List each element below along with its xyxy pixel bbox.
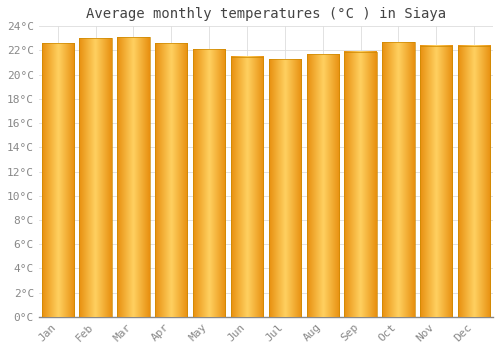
Bar: [231, 57, 263, 317]
Bar: [155, 43, 188, 317]
Title: Average monthly temperatures (°C ) in Siaya: Average monthly temperatures (°C ) in Si…: [86, 7, 446, 21]
Bar: [42, 43, 74, 317]
Bar: [269, 59, 301, 317]
Bar: [193, 49, 225, 317]
Bar: [118, 37, 150, 317]
Bar: [306, 54, 339, 317]
Bar: [458, 46, 490, 317]
Bar: [80, 38, 112, 317]
Bar: [420, 46, 452, 317]
Bar: [344, 52, 376, 317]
Bar: [382, 42, 414, 317]
